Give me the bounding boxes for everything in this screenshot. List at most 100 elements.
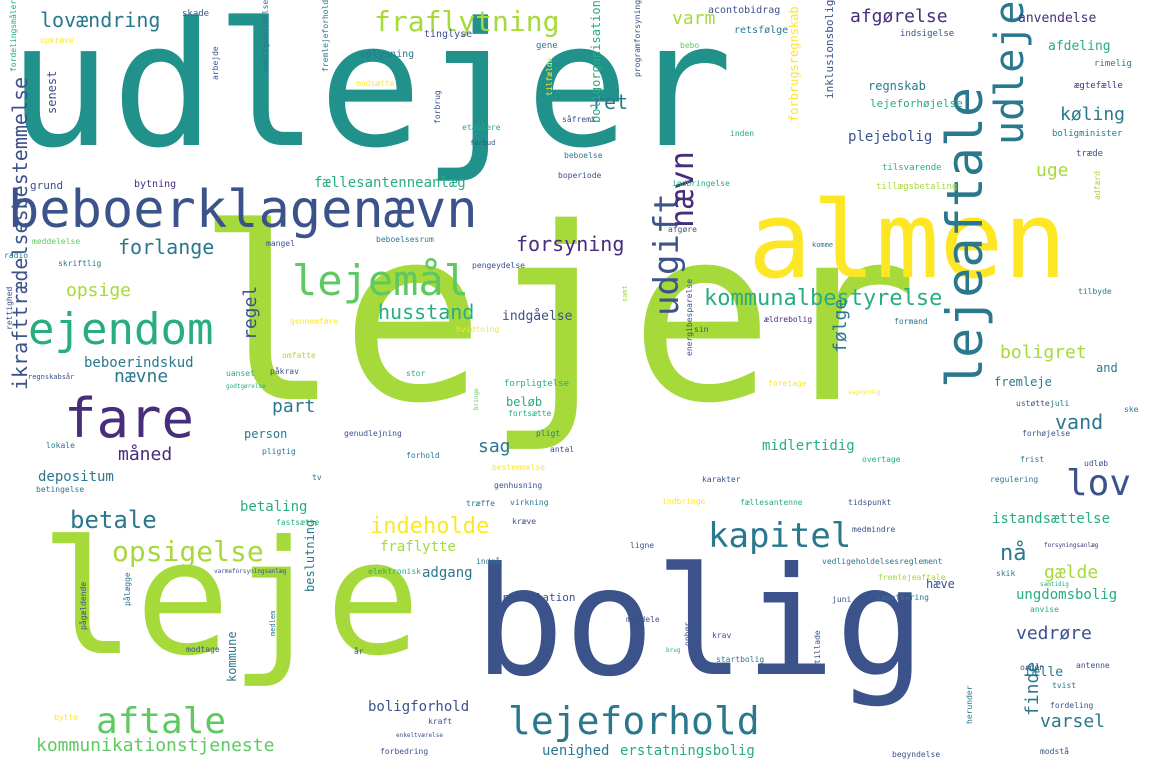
word: fremlejeforhold bbox=[321, 0, 330, 73]
word: installation bbox=[496, 591, 576, 604]
word: senest bbox=[45, 70, 59, 114]
word: erstatningsbolig bbox=[620, 743, 755, 759]
word: ægtefælle bbox=[1074, 81, 1123, 91]
word: frist bbox=[1020, 455, 1045, 464]
word: juni bbox=[832, 595, 852, 604]
word: lokale bbox=[46, 441, 75, 450]
word: programforsyning bbox=[633, 0, 642, 78]
word: ophør bbox=[683, 621, 692, 646]
word: startbolig bbox=[716, 655, 765, 664]
word: lejeforhold bbox=[508, 699, 760, 743]
word: forbrug bbox=[433, 90, 442, 124]
word: fordeling bbox=[1050, 701, 1094, 710]
word: opsige bbox=[66, 280, 132, 301]
word: antenne bbox=[1076, 661, 1110, 670]
word: skade bbox=[182, 9, 210, 19]
word: hæve bbox=[926, 577, 955, 591]
word: forsyning bbox=[516, 232, 625, 256]
word: vedligeholdelsesreglement bbox=[822, 557, 943, 566]
word: begyndelse bbox=[892, 750, 941, 759]
word: vedrøre bbox=[1016, 623, 1092, 644]
word: forbrugsregnskab bbox=[787, 6, 801, 122]
word: pligtig bbox=[262, 447, 296, 456]
word: regel bbox=[240, 285, 261, 340]
word: krav bbox=[712, 631, 732, 640]
word: ret bbox=[592, 90, 629, 114]
word: tidspunkt bbox=[848, 498, 892, 507]
word: varmeforsyningsanlæg bbox=[214, 568, 287, 575]
word: tvist bbox=[1052, 681, 1077, 690]
word: tilfælde bbox=[545, 57, 554, 96]
word: uanset bbox=[226, 369, 255, 378]
word: radio bbox=[4, 251, 29, 260]
word: tinglyse bbox=[424, 29, 473, 40]
word: medmindre bbox=[852, 525, 896, 534]
word: pålægge bbox=[123, 572, 132, 606]
word: part bbox=[272, 396, 316, 417]
word: juli bbox=[1050, 399, 1070, 408]
word: komme bbox=[812, 241, 834, 249]
word: bolig bbox=[474, 536, 926, 710]
word: etablere bbox=[462, 123, 501, 132]
word: anvendelse bbox=[1018, 11, 1097, 26]
word: karakter bbox=[702, 475, 741, 484]
word: opkræve bbox=[40, 36, 74, 45]
word: ejendom bbox=[28, 304, 214, 355]
word: tv bbox=[312, 473, 322, 482]
word: fællesantenneanlæg bbox=[314, 175, 466, 191]
word: pågældende bbox=[79, 581, 88, 630]
word: afgøre bbox=[668, 225, 697, 234]
word: afdeling bbox=[1048, 39, 1111, 54]
word: ustøtte bbox=[1016, 399, 1050, 408]
word: boligminister bbox=[1052, 129, 1123, 139]
word: ligne bbox=[630, 541, 655, 550]
word: kommunikationstjeneste bbox=[36, 735, 275, 756]
word: forbedring bbox=[380, 747, 429, 756]
word: foretage bbox=[768, 379, 807, 388]
word: boligforhold bbox=[368, 699, 470, 715]
word: bytte bbox=[54, 713, 79, 722]
word: indbringe bbox=[662, 497, 706, 506]
word: udlejer bbox=[8, 0, 733, 186]
word: godtgørelse bbox=[226, 383, 266, 390]
word: adgang bbox=[422, 565, 473, 581]
word: inklusionsbolig bbox=[823, 0, 836, 100]
word: såfremt bbox=[562, 115, 596, 124]
word: adfærd bbox=[1093, 171, 1102, 200]
word: vedligeholdelse bbox=[261, 0, 270, 73]
word: elektronisk bbox=[368, 567, 421, 576]
word: inden bbox=[730, 129, 755, 138]
word: fraflytte bbox=[380, 539, 456, 555]
word: gene bbox=[536, 41, 558, 51]
word: sagkyndig bbox=[848, 389, 881, 396]
word: hvidtning bbox=[456, 325, 500, 334]
word: omfatte bbox=[282, 351, 316, 360]
word: fremlejeaftale bbox=[878, 573, 946, 582]
word: forhold bbox=[406, 451, 440, 460]
word: and bbox=[1096, 361, 1118, 375]
word: arbejde bbox=[211, 46, 220, 80]
word: regulering bbox=[990, 475, 1039, 484]
word: oplysning bbox=[360, 49, 415, 60]
word: modsætte bbox=[356, 79, 395, 88]
word: varsel bbox=[1040, 711, 1106, 732]
word: antal bbox=[550, 445, 575, 454]
word: bytning bbox=[134, 179, 177, 190]
word: bestemmelse bbox=[492, 463, 545, 472]
word: lov bbox=[1066, 463, 1132, 504]
word: modstå bbox=[1040, 747, 1069, 756]
word: fare bbox=[64, 387, 195, 450]
word: ældrebolig bbox=[764, 315, 813, 324]
word: nævn bbox=[663, 150, 701, 228]
word: fraflytning bbox=[374, 5, 560, 38]
word: skriftlig bbox=[58, 259, 102, 268]
word: ske bbox=[1124, 405, 1139, 414]
word: gennemføre bbox=[290, 317, 339, 326]
word: orden bbox=[1020, 663, 1045, 672]
word: følge bbox=[830, 298, 851, 353]
word: regnskab bbox=[868, 79, 926, 93]
word: rimelig bbox=[1094, 59, 1132, 69]
word: gælde bbox=[1044, 562, 1099, 583]
word: lejeaftale bbox=[936, 86, 994, 388]
word: træffe bbox=[466, 499, 495, 508]
